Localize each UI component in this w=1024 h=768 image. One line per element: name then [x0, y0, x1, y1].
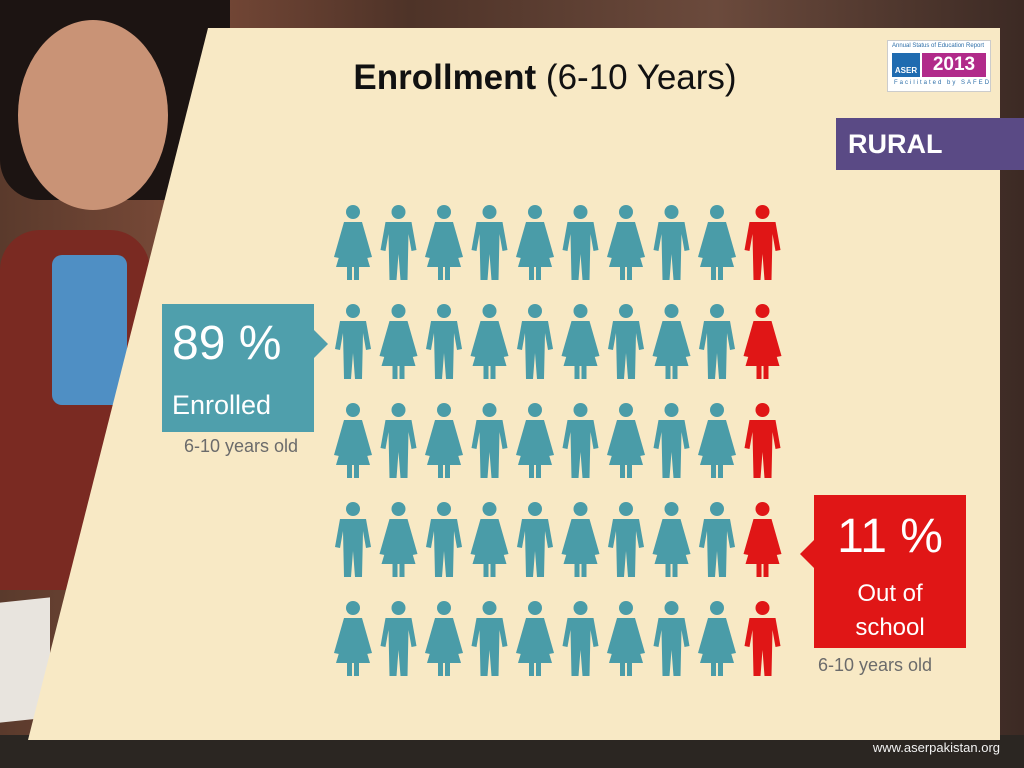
enrolled-boy-figure	[335, 502, 371, 577]
photo-bottom-strip	[0, 735, 1024, 768]
enrolled-girl-figure	[334, 403, 372, 478]
enrolled-girl-figure	[698, 403, 736, 478]
out-of-school-callout-pointer	[800, 540, 814, 568]
enrolled-boy-figure	[380, 601, 417, 676]
enrolled-boy-figure	[380, 403, 417, 478]
out-of-school-girl-figure	[743, 304, 782, 379]
enrolled-boy-figure	[562, 205, 599, 280]
out-of-school-girl-figure	[743, 502, 782, 577]
enrolled-age-label: 6-10 years old	[184, 436, 299, 456]
logo-facilitated: Facilitated by SAFED	[894, 80, 992, 86]
child-shirt	[52, 255, 127, 405]
enrolled-girl-figure	[379, 502, 418, 577]
out-of-school-age-label: 6-10 years old	[818, 655, 933, 675]
enrolled-boy-figure	[517, 304, 553, 379]
enrolled-boy-figure	[335, 304, 371, 379]
enrolled-boy-figure	[608, 304, 644, 379]
enrolled-girl-figure	[516, 205, 554, 280]
region-label: RURAL	[836, 118, 1024, 170]
footer-url: www.aserpakistan.org	[872, 740, 1000, 755]
logo-year: 2013	[922, 53, 986, 77]
title-bold: Enrollment	[353, 58, 537, 97]
enrolled-girl-figure	[561, 502, 600, 577]
enrolled-girl-figure	[698, 205, 736, 280]
enrolled-girl-figure	[425, 205, 463, 280]
enrolled-boy-figure	[426, 502, 462, 577]
enrolled-boy-figure	[562, 403, 599, 478]
enrolled-boy-figure	[471, 601, 508, 676]
aser-logo: Annual Status of Education Report ASER 2…	[887, 40, 991, 92]
enrolled-callout: 89 % Enrolled	[162, 304, 314, 432]
enrolled-boy-figure	[608, 502, 644, 577]
enrolled-boy-figure	[653, 403, 690, 478]
enrolled-boy-figure	[562, 601, 599, 676]
enrolled-boy-figure	[653, 601, 690, 676]
enrolled-girl-figure	[652, 304, 691, 379]
enrolled-label: Enrolled	[172, 390, 272, 420]
slide-title: Enrollment (6-10 Years)	[310, 58, 780, 98]
logo-aser: ASER	[892, 53, 920, 77]
enrolled-boy-figure	[653, 205, 690, 280]
enrolled-girl-figure	[698, 601, 736, 676]
enrolled-girl-figure	[470, 304, 509, 379]
enrolled-girl-figure	[516, 601, 554, 676]
enrolled-boy-figure	[471, 403, 508, 478]
out-of-school-boy-figure	[744, 403, 781, 478]
enrolled-girl-figure	[652, 502, 691, 577]
enrolled-boy-figure	[471, 205, 508, 280]
out-of-school-boy-figure	[744, 601, 781, 676]
enrolled-boy-figure	[380, 205, 417, 280]
enrolled-boy-figure	[699, 304, 735, 379]
out-of-school-callout: 11 % Out of school	[814, 495, 966, 648]
enrolled-girl-figure	[516, 403, 554, 478]
out-of-school-label: Out of school	[855, 580, 925, 641]
enrolled-girl-figure	[470, 502, 509, 577]
enrolled-girl-figure	[334, 205, 372, 280]
enrolled-percent: 89 %	[172, 317, 282, 370]
enrolled-boy-figure	[426, 304, 462, 379]
enrolled-boy-figure	[517, 502, 553, 577]
logo-tagline: Annual Status of Education Report	[892, 43, 985, 49]
out-of-school-boy-figure	[744, 205, 781, 280]
enrolled-girl-figure	[425, 403, 463, 478]
title-rest: (6-10 Years)	[536, 58, 737, 97]
enrolled-girl-figure	[334, 601, 372, 676]
enrolled-girl-figure	[607, 403, 645, 478]
out-of-school-percent: 11 %	[837, 510, 943, 563]
enrolled-girl-figure	[425, 601, 463, 676]
enrolled-callout-pointer	[314, 330, 328, 358]
child-face	[18, 20, 168, 210]
enrolled-girl-figure	[607, 601, 645, 676]
enrolled-girl-figure	[561, 304, 600, 379]
enrolled-girl-figure	[607, 205, 645, 280]
enrolled-girl-figure	[379, 304, 418, 379]
enrolled-boy-figure	[699, 502, 735, 577]
